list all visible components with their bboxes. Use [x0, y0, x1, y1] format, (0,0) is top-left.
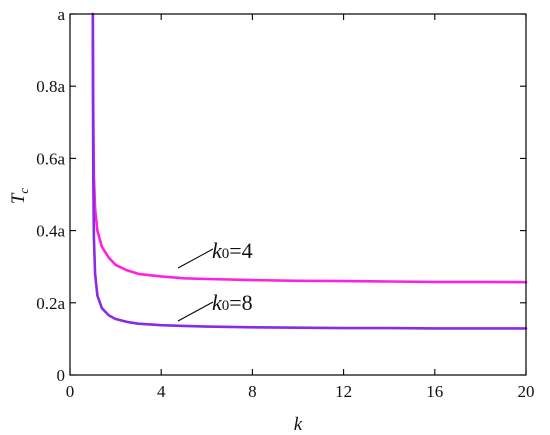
y-axis-title: Tc	[8, 188, 31, 205]
y-axis-title-main: T	[8, 192, 29, 204]
y-tick-label: 0.4a	[36, 222, 65, 241]
x-tick-label: 0	[66, 382, 75, 401]
y-tick-label: 0.8a	[36, 77, 65, 96]
annotation-leader-k0-4	[177, 248, 214, 269]
y-tick-label: 0.6a	[36, 149, 65, 168]
ticks-layer	[69, 13, 527, 376]
x-axis-title: k	[294, 414, 303, 435]
annotation-k0-4-rest: =4	[229, 238, 252, 263]
annotation-k0-8: k0=8	[212, 290, 253, 315]
series-line-0	[91, 12, 528, 284]
annotation-leader-k0-8	[177, 301, 214, 322]
y-tick-label: 0.2a	[36, 294, 65, 313]
annotation-k0-4: k0=4	[212, 238, 253, 263]
series-line-1	[91, 12, 528, 330]
annotation-k0-4-sub: 0	[222, 246, 230, 262]
x-tick-label: 8	[248, 382, 257, 401]
x-tick-label: 12	[335, 382, 352, 401]
x-tick-label: 16	[426, 382, 443, 401]
y-axis-title-sub: c	[16, 188, 31, 194]
annotation-k0-8-main: k	[212, 290, 223, 315]
annotation-k0-8-rest: =8	[229, 290, 252, 315]
annotation-k0-4-main: k	[212, 238, 223, 263]
x-tick-label: 20	[518, 382, 535, 401]
y-tick-label: 0	[57, 366, 66, 385]
annotation-k0-8-sub: 0	[222, 298, 230, 314]
series-layer	[91, 12, 528, 330]
plot-frame	[69, 13, 527, 376]
x-tick-label: 4	[157, 382, 166, 401]
labels-layer: 0 4 8 12 16 20 0 0.2a 0.4a 0.6a 0.8a a	[36, 5, 534, 401]
y-tick-label: a	[57, 5, 65, 24]
